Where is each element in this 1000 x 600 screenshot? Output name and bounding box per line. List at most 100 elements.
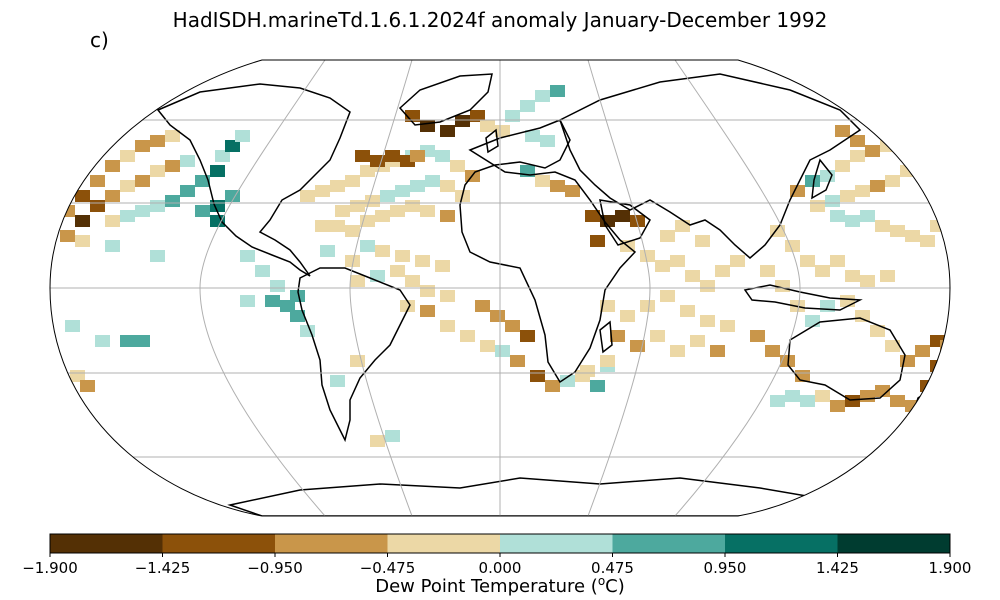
anomaly-cell xyxy=(840,295,855,307)
anomaly-cell xyxy=(350,355,365,367)
anomaly-cell xyxy=(875,385,890,397)
anomaly-cell xyxy=(860,390,875,402)
anomaly-cell xyxy=(820,170,835,182)
anomaly-cell xyxy=(150,135,165,147)
anomaly-cell xyxy=(135,175,150,187)
anomaly-cell xyxy=(495,345,510,357)
anomaly-cell xyxy=(730,255,745,267)
anomaly-cell xyxy=(150,200,165,212)
anomaly-cell xyxy=(670,345,685,357)
anomaly-cell xyxy=(420,305,435,317)
anomaly-cell xyxy=(630,215,645,227)
anomaly-cell xyxy=(540,135,555,147)
anomaly-cell xyxy=(875,220,890,232)
anomaly-cell xyxy=(880,270,895,282)
anomaly-cell xyxy=(620,310,635,322)
anomaly-cell xyxy=(315,220,330,232)
anomaly-cell xyxy=(265,295,280,307)
meridian-line xyxy=(587,60,651,516)
anomaly-cell xyxy=(375,245,390,257)
anomaly-cell xyxy=(845,395,860,407)
colorbar-tick-label: 1.900 xyxy=(928,559,972,577)
anomaly-cell xyxy=(240,295,255,307)
anomaly-cell xyxy=(405,275,420,287)
anomaly-cell xyxy=(370,155,385,167)
anomaly-cell xyxy=(700,315,715,327)
colorbar-segment xyxy=(837,534,951,553)
panel-label: c) xyxy=(90,28,109,52)
anomaly-cell xyxy=(785,240,800,252)
colorbar-label-main: Dew Point Temperature ( xyxy=(375,576,598,597)
anomaly-cell xyxy=(800,255,815,267)
anomaly-cell xyxy=(450,160,465,172)
anomaly-cell xyxy=(700,280,715,292)
anomaly-cell xyxy=(885,340,900,352)
anomaly-cell xyxy=(600,300,615,312)
anomaly-cell xyxy=(420,205,435,217)
anomaly-cell xyxy=(385,150,400,162)
anomaly-cell xyxy=(660,230,675,242)
anomaly-cell xyxy=(360,240,375,252)
anomaly-cell xyxy=(855,310,870,322)
anomaly-cell xyxy=(890,225,905,237)
asia-coast xyxy=(559,73,862,259)
anomaly-cell xyxy=(535,90,550,102)
anomaly-cell xyxy=(530,370,545,382)
anomaly-cell xyxy=(350,275,365,287)
anomaly-cell xyxy=(210,165,225,177)
anomaly-cell xyxy=(600,355,615,367)
anomaly-cell xyxy=(610,330,625,342)
anomaly-cell xyxy=(195,205,210,217)
anomaly-cell xyxy=(545,380,560,392)
anomaly-cell xyxy=(480,120,495,132)
anomaly-cell xyxy=(90,175,105,187)
anomaly-cell xyxy=(345,225,360,237)
anomaly-cell xyxy=(255,265,270,277)
anomaly-cell xyxy=(165,195,180,207)
anomaly-cell xyxy=(810,200,825,212)
colorbar-tick-label: 0.950 xyxy=(703,559,747,577)
anomaly-cell xyxy=(290,290,305,302)
colorbar-label-end: C) xyxy=(605,576,625,597)
anomaly-cell xyxy=(435,150,450,162)
anomaly-cell xyxy=(415,255,430,267)
anomaly-cell xyxy=(685,270,700,282)
anomaly-cell xyxy=(765,345,780,357)
anomaly-cell xyxy=(60,205,75,217)
anomaly-cell xyxy=(535,175,550,187)
anomaly-cell xyxy=(770,395,785,407)
graticule xyxy=(50,60,950,516)
colorbar-label: Dew Point Temperature (oC) xyxy=(0,574,1000,597)
anomaly-cell xyxy=(505,110,520,122)
anomaly-cell xyxy=(345,255,360,267)
anomaly-cell xyxy=(490,310,505,322)
anomaly-cell xyxy=(660,290,675,302)
anomaly-cell xyxy=(840,190,855,202)
anomaly-cell xyxy=(800,395,815,407)
anomaly-cell xyxy=(400,300,415,312)
anomaly-cell xyxy=(370,435,385,447)
map-boundary xyxy=(49,59,951,517)
anomaly-cell xyxy=(845,215,860,227)
anomaly-cell xyxy=(825,195,840,207)
anomaly-cell xyxy=(830,400,845,412)
anomaly-cell xyxy=(920,235,935,247)
anomaly-cell xyxy=(330,375,345,387)
anomaly-cell xyxy=(550,85,565,97)
south-america-coast xyxy=(297,267,411,443)
figure-title: HadISDH.marineTd.1.6.1.2024f anomaly Jan… xyxy=(172,8,828,32)
anomaly-cell xyxy=(90,200,105,212)
anomaly-cell xyxy=(850,150,865,162)
colorbar-segment xyxy=(612,534,726,553)
anomaly-cell xyxy=(330,180,345,192)
anomaly-cell xyxy=(720,320,735,332)
anomaly-cell xyxy=(150,165,165,177)
anomaly-cell xyxy=(670,255,685,267)
anomaly-cell xyxy=(120,210,135,222)
anomaly-cell xyxy=(915,160,930,172)
anomaly-cell xyxy=(235,130,250,142)
anomaly-cell xyxy=(550,180,565,192)
anomaly-cell xyxy=(390,265,405,277)
anomaly-cell xyxy=(165,160,180,172)
anomaly-cell xyxy=(520,100,535,112)
